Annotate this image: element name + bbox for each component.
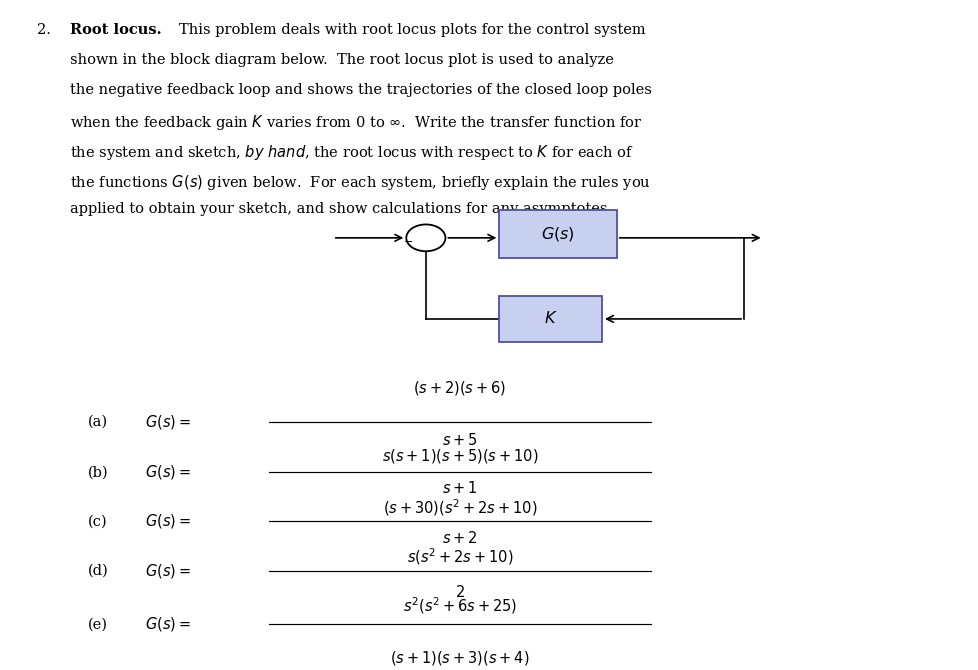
Bar [499,296,601,342]
Text: the negative feedback loop and shows the trajectories of the closed loop poles: the negative feedback loop and shows the… [70,83,651,97]
Text: when the feedback gain $K$ varies from 0 to $\infty$.  Write the transfer functi: when the feedback gain $K$ varies from 0… [70,113,643,132]
Text: (c): (c) [88,515,108,528]
Text: $G(s) =$: $G(s) =$ [145,562,191,580]
Text: (d): (d) [88,564,109,578]
Text: the system and sketch, $\mathit{by\ hand}$, the root locus with respect to $K$ f: the system and sketch, $\mathit{by\ hand… [70,143,634,161]
Text: $G(s) =$: $G(s) =$ [145,413,191,431]
Text: applied to obtain your sketch, and show calculations for any asymptotes.: applied to obtain your sketch, and show … [70,202,612,216]
Text: $s+1$: $s+1$ [442,480,477,496]
Text: $G(s) =$: $G(s) =$ [145,616,191,633]
Text: This problem deals with root locus plots for the control system: This problem deals with root locus plots… [179,23,645,38]
Text: $G(s)$: $G(s)$ [541,225,574,243]
Text: $s+5$: $s+5$ [442,431,477,448]
Text: the functions $G(s)$ given below.  For each system, briefly explain the rules yo: the functions $G(s)$ given below. For ea… [70,173,650,192]
Text: $(s+2)(s+6)$: $(s+2)(s+6)$ [413,379,507,397]
Text: 2.: 2. [37,23,51,38]
Text: (e): (e) [88,618,108,631]
Bar [499,210,616,258]
Text: $G(s) =$: $G(s) =$ [145,464,191,481]
Text: $s^2(s^2+6s+25)$: $s^2(s^2+6s+25)$ [403,596,516,616]
Text: $2$: $2$ [455,584,465,600]
Text: $s(s+1)(s+5)(s+10)$: $s(s+1)(s+5)(s+10)$ [381,447,538,465]
Text: $(s+30)(s^2+2s+10)$: $(s+30)(s^2+2s+10)$ [382,497,537,518]
Text: shown in the block diagram below.  The root locus plot is used to analyze: shown in the block diagram below. The ro… [70,54,614,67]
Text: $(s+1)(s+3)(s+4)$: $(s+1)(s+3)(s+4)$ [390,649,529,667]
Text: (a): (a) [88,415,109,429]
Text: $G(s) =$: $G(s) =$ [145,513,191,530]
Text: $s+2$: $s+2$ [442,530,477,546]
Text: $K$: $K$ [544,310,556,328]
Text: $-$: $-$ [403,235,413,245]
Text: $s(s^2+2s+10)$: $s(s^2+2s+10)$ [407,546,512,567]
Text: (b): (b) [88,466,109,479]
Text: Root locus.: Root locus. [70,23,162,38]
Circle shape [406,224,445,251]
